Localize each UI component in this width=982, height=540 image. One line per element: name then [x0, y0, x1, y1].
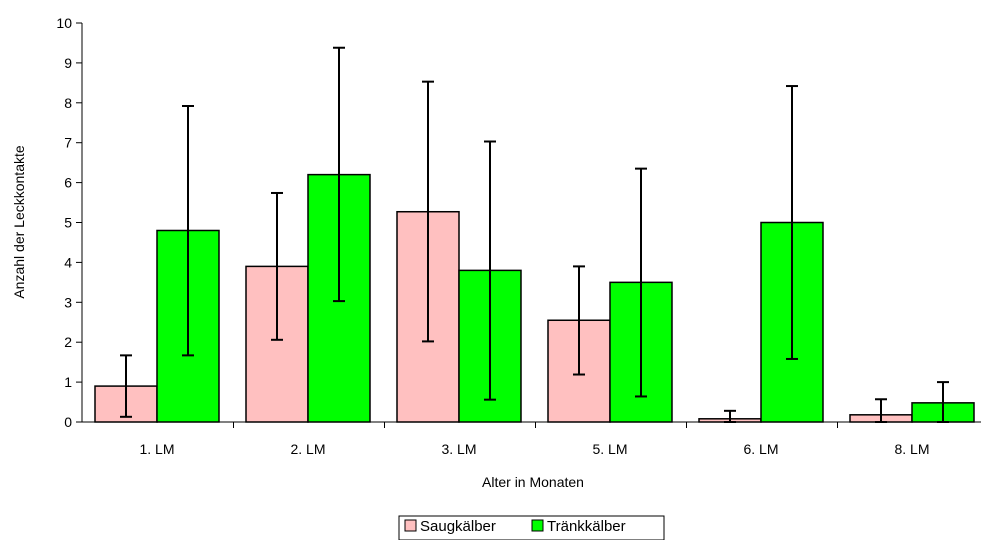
bars-layer — [94, 173, 975, 423]
y-axis-title: Anzahl der Leckkontakte — [11, 145, 27, 299]
error-bar-saugkaelber-4 — [573, 265, 585, 376]
error-bar-traenkkaelber-1 — [182, 104, 194, 357]
axes-layer: 0 1 2 3 4 5 6 7 8 9 10 1. LM 2. LM 3. LM 5. LM 6. LM 8. … — [56, 15, 981, 457]
x-tick-label: 6. LM — [743, 441, 778, 457]
legend-label-traenkkaelber: Tränkkälber — [547, 518, 626, 535]
y-tick-label: 5 — [64, 215, 72, 231]
error-bar-saugkaelber-3 — [422, 80, 434, 343]
x-tick-label: 3. LM — [441, 441, 476, 457]
y-tick-label: 8 — [64, 95, 72, 111]
y-tick-label: 6 — [64, 175, 72, 191]
legend: Saugkälber Tränkkälber — [398, 515, 665, 540]
error-bar-traenkkaelber-3 — [484, 140, 496, 401]
y-tick-label: 1 — [64, 374, 72, 390]
error-bar-saugkaelber-1 — [120, 354, 132, 418]
error-bar-traenkkaelber-2 — [333, 46, 345, 303]
y-tick-label: 3 — [64, 294, 72, 310]
error-bars-layer — [120, 46, 949, 423]
y-tick-label: 4 — [64, 254, 72, 270]
legend-swatch-traenkkaelber — [531, 519, 544, 532]
y-tick-label: 7 — [64, 135, 72, 151]
legend-swatch-saugkaelber — [404, 519, 417, 532]
error-bar-traenkkaelber-4 — [635, 167, 647, 398]
y-tick-label: 0 — [64, 414, 72, 430]
x-axis-title: Alter in Monaten — [482, 474, 584, 490]
y-tick-label: 2 — [64, 334, 72, 350]
x-tick-label: 2. LM — [290, 441, 325, 457]
error-bar-traenkkaelber-5 — [786, 85, 798, 360]
legend-label-saugkaelber: Saugkälber — [420, 518, 496, 535]
error-bar-saugkaelber-2 — [271, 191, 283, 341]
x-tick-label: 5. LM — [592, 441, 627, 457]
y-tick-label: 9 — [64, 55, 72, 71]
y-tick-label: 10 — [56, 15, 72, 31]
x-tick-label: 1. LM — [139, 441, 174, 457]
x-tick-label: 8. LM — [894, 441, 929, 457]
